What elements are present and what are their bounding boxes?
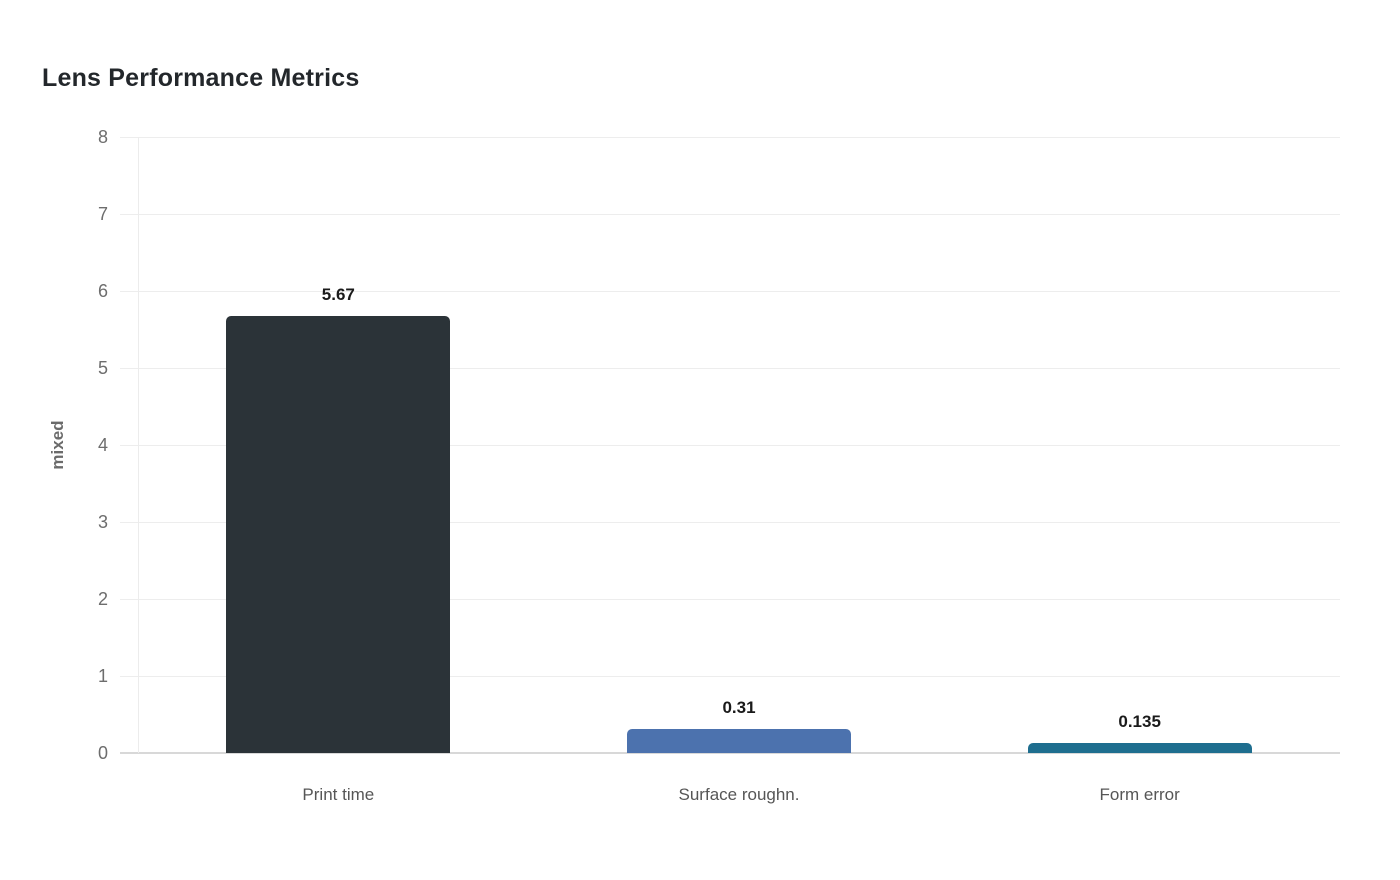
y-tick-label: 2 [97,589,108,609]
x-axis-label-form-error: Form error [1099,785,1180,804]
bar-value-label-surface-roughn: 0.31 [722,698,756,718]
x-axis-label-surface-roughn: Surface roughn. [678,785,800,804]
plot-area: 0 1 2 3 4 5 6 7 8 5.67 Print time 0.31 Surface rough… [98,127,1340,804]
x-axis-baseline [120,752,1340,754]
bar-value-label-form-error: 0.135 [1118,711,1161,731]
y-tick-label: 4 [97,435,108,455]
y-tick-label: 7 [97,204,108,224]
bar-surface-roughn [627,729,851,753]
y-tick-label: 0 [97,743,108,763]
gridline [120,599,1340,600]
chart-title: Lens Performance Metrics [42,64,360,92]
gridline [120,291,1340,292]
y-tick-label: 8 [97,127,108,147]
gridline [120,676,1340,677]
gridline [120,445,1340,446]
bar-form-error [1027,742,1252,753]
gridline [120,214,1340,215]
x-axis-label-print-time: Print time [302,785,375,804]
y-tick-label: 5 [97,358,108,378]
gridline [120,368,1340,369]
y-tick-label: 3 [97,512,108,532]
gridline [120,522,1340,523]
y-axis-line [138,137,139,753]
y-tick-label: 6 [97,281,108,301]
gridline [120,137,1340,138]
y-tick-label: 1 [97,666,108,686]
bar-print-time [226,316,451,753]
bar-value-label-print-time: 5.67 [321,285,355,305]
